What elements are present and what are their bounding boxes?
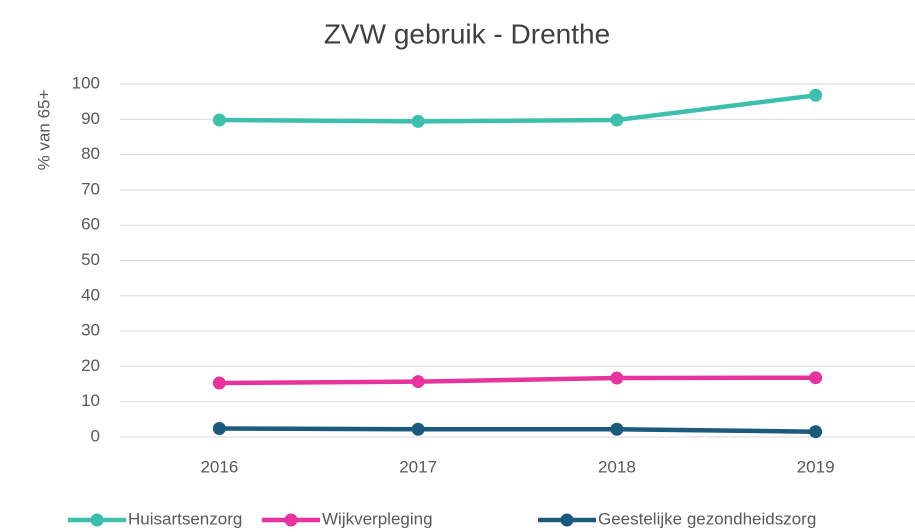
x-tick-label: 2018 xyxy=(598,457,636,476)
y-tick-label: 80 xyxy=(81,144,100,163)
y-tick-label: 100 xyxy=(72,73,100,92)
point xyxy=(411,422,425,436)
point xyxy=(212,422,226,436)
y-tick-label: 90 xyxy=(81,109,100,128)
legend-marker xyxy=(560,513,574,527)
y-tick-label: 10 xyxy=(81,391,100,410)
point xyxy=(212,113,226,127)
y-tick-label: 40 xyxy=(81,285,100,304)
point xyxy=(809,371,823,385)
point xyxy=(610,113,624,127)
point xyxy=(212,376,226,390)
point xyxy=(610,422,624,436)
series-line xyxy=(217,93,818,124)
y-axis-label: % van 65+ xyxy=(34,90,53,171)
chart-title: ZVW gebruik - Drenthe xyxy=(324,18,610,49)
legend-marker xyxy=(90,513,104,527)
y-tick-label: 20 xyxy=(81,356,100,375)
point xyxy=(610,371,624,385)
series-line xyxy=(217,426,818,434)
x-tick-label: 2019 xyxy=(797,457,835,476)
legend-label: Huisartsenzorg xyxy=(128,509,242,528)
y-tick-label: 50 xyxy=(81,250,100,269)
series-line xyxy=(217,375,818,386)
point xyxy=(411,375,425,389)
y-tick-label: 60 xyxy=(81,215,100,234)
point xyxy=(411,114,425,128)
legend-marker xyxy=(284,513,298,527)
legend-label: Wijkverpleging xyxy=(322,509,433,528)
y-tick-label: 30 xyxy=(81,321,100,340)
y-tick-label: 70 xyxy=(81,179,100,198)
y-tick-label: 0 xyxy=(91,426,100,445)
x-tick-label: 2017 xyxy=(399,457,437,476)
point xyxy=(809,88,823,102)
legend-label: Geestelijke gezondheidszorg xyxy=(598,509,816,528)
point xyxy=(809,425,823,439)
x-tick-label: 2016 xyxy=(200,457,238,476)
